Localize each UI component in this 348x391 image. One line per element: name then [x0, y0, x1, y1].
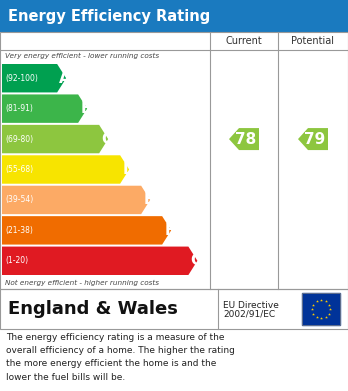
Text: E: E [143, 192, 153, 208]
Text: The energy efficiency rating is a measure of the
overall efficiency of a home. T: The energy efficiency rating is a measur… [6, 333, 235, 382]
Text: Current: Current [226, 36, 262, 46]
Bar [0, 289, 348, 329]
Bar [0, 0, 348, 32]
Polygon shape [2, 216, 171, 245]
Text: C: C [101, 131, 112, 147]
Text: B: B [80, 101, 92, 116]
Bar [0, 32, 348, 289]
Text: (92-100): (92-100) [5, 74, 38, 83]
Polygon shape [2, 155, 129, 184]
Text: G: G [190, 253, 203, 268]
Text: (69-80): (69-80) [5, 135, 33, 143]
Text: (21-38): (21-38) [5, 226, 33, 235]
Polygon shape [2, 64, 66, 92]
Text: (1-20): (1-20) [5, 256, 28, 265]
Text: Not energy efficient - higher running costs: Not energy efficient - higher running co… [5, 280, 159, 286]
Text: England & Wales: England & Wales [8, 300, 178, 318]
Text: 78: 78 [235, 131, 256, 147]
Bar [302, 293, 340, 325]
Text: Energy Efficiency Rating: Energy Efficiency Rating [8, 9, 210, 23]
Polygon shape [2, 186, 150, 214]
Text: (81-91): (81-91) [5, 104, 33, 113]
Bar [302, 293, 340, 325]
Polygon shape [2, 125, 108, 153]
Text: (55-68): (55-68) [5, 165, 33, 174]
Polygon shape [2, 247, 197, 275]
Text: A: A [59, 71, 71, 86]
Text: EU Directive: EU Directive [223, 301, 279, 310]
Text: Very energy efficient - lower running costs: Very energy efficient - lower running co… [5, 53, 159, 59]
Text: Potential: Potential [292, 36, 334, 46]
Text: D: D [122, 162, 135, 177]
Text: 2002/91/EC: 2002/91/EC [223, 310, 275, 319]
Polygon shape [2, 95, 87, 123]
Polygon shape [298, 128, 328, 150]
Text: (39-54): (39-54) [5, 196, 33, 204]
Polygon shape [229, 128, 259, 150]
Text: 79: 79 [304, 131, 326, 147]
Text: F: F [164, 223, 175, 238]
